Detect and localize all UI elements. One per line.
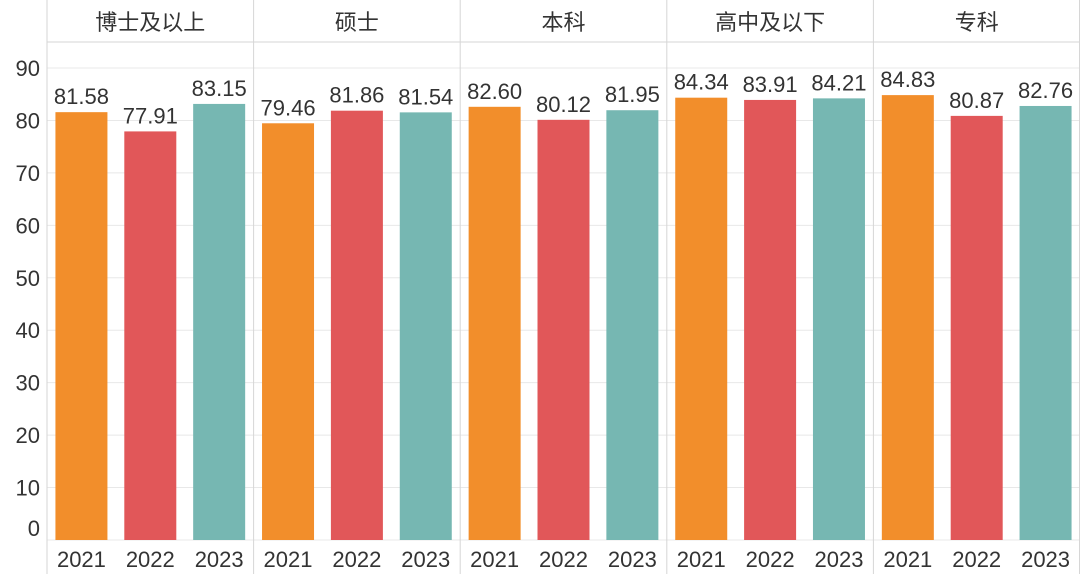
y-tick-label: 70 <box>16 161 40 186</box>
data-label: 81.54 <box>398 84 453 109</box>
x-tick-label: 2022 <box>746 547 795 572</box>
panel-title: 硕士 <box>335 11 379 36</box>
x-tick-label: 2023 <box>608 547 657 572</box>
data-label: 80.12 <box>536 92 591 117</box>
x-tick-label: 2022 <box>539 547 588 572</box>
data-label: 83.91 <box>743 72 798 97</box>
data-label: 81.86 <box>329 83 384 108</box>
bar <box>881 95 934 541</box>
x-tick-label: 2021 <box>883 547 932 572</box>
data-label: 84.83 <box>880 67 935 92</box>
y-axis: 0 10 20 30 40 50 60 70 80 90 <box>16 56 40 541</box>
data-label: 82.60 <box>467 79 522 104</box>
data-label: 79.46 <box>261 95 316 120</box>
x-axis: 2021 2022 2023 2021 2022 2023 2021 2022 2023 2021… <box>57 547 1070 572</box>
bar <box>193 103 246 541</box>
y-tick-label: 20 <box>16 423 40 448</box>
panel-headers: 博士及以上 硕士 本科 高中及以下 专科 <box>95 11 998 36</box>
y-tick-label: 50 <box>16 266 40 291</box>
bar <box>330 110 383 540</box>
panel-title: 博士及以上 <box>95 11 205 36</box>
bar <box>950 115 1003 540</box>
bar <box>399 112 452 541</box>
bar <box>537 119 590 540</box>
data-labels: 81.58 77.91 83.15 79.46 81.86 81.54 82.60 80.12… <box>54 67 1073 128</box>
bars <box>55 95 1072 541</box>
bar <box>262 123 315 541</box>
x-tick-label: 2023 <box>1021 547 1070 572</box>
bar <box>675 97 728 540</box>
panel-title: 专科 <box>955 11 999 36</box>
y-tick-label: 0 <box>28 516 40 541</box>
x-tick-label: 2023 <box>401 547 450 572</box>
bar <box>744 99 797 541</box>
data-label: 84.34 <box>674 70 729 95</box>
bar <box>812 98 865 541</box>
bar <box>606 110 659 541</box>
x-tick-label: 2021 <box>264 547 313 572</box>
y-tick-label: 60 <box>16 213 40 238</box>
y-tick-label: 40 <box>16 318 40 343</box>
data-label: 82.76 <box>1018 78 1073 103</box>
y-tick-label: 10 <box>16 476 40 501</box>
data-label: 84.21 <box>811 70 866 95</box>
panel-title: 高中及以下 <box>715 11 825 36</box>
y-tick-label: 30 <box>16 371 40 396</box>
x-tick-label: 2022 <box>332 547 381 572</box>
bar <box>124 131 177 540</box>
bar <box>55 112 108 540</box>
x-tick-label: 2023 <box>814 547 863 572</box>
x-tick-label: 2021 <box>677 547 726 572</box>
data-label: 80.87 <box>949 88 1004 113</box>
data-label: 81.58 <box>54 84 109 109</box>
x-tick-label: 2022 <box>126 547 175 572</box>
data-label: 83.15 <box>192 76 247 101</box>
y-tick-label: 90 <box>16 56 40 81</box>
x-tick-label: 2021 <box>470 547 519 572</box>
x-tick-label: 2023 <box>195 547 244 572</box>
panel-title: 本科 <box>541 11 585 36</box>
y-tick-label: 80 <box>16 108 40 133</box>
data-label: 77.91 <box>123 103 178 128</box>
bar <box>468 106 521 540</box>
x-tick-label: 2022 <box>952 547 1001 572</box>
bar <box>1019 105 1072 540</box>
x-tick-label: 2021 <box>57 547 106 572</box>
data-label: 81.95 <box>605 82 660 107</box>
